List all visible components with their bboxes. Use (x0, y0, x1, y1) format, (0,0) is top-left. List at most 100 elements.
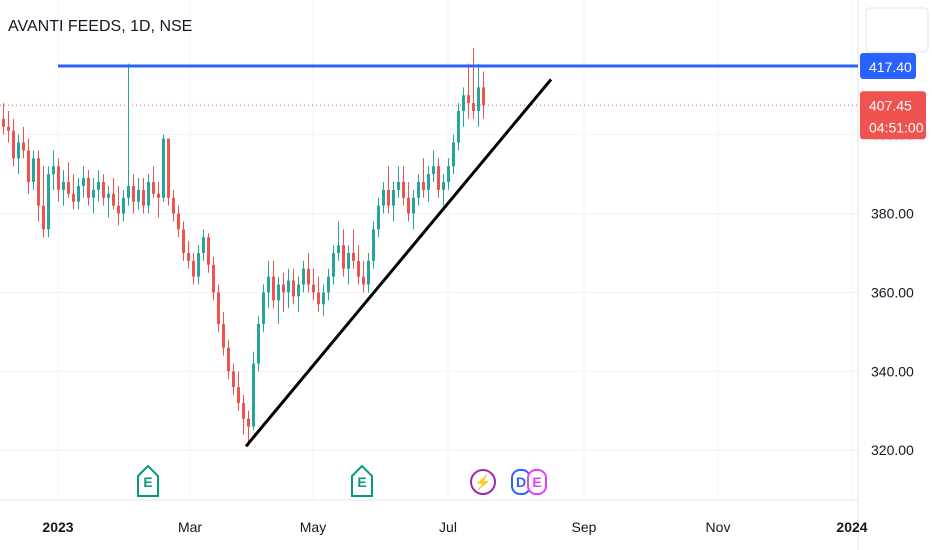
candle-body (37, 158, 40, 206)
candle-body (352, 253, 355, 261)
candle-body (222, 324, 225, 348)
hline-price-label: 417.40 (869, 59, 912, 75)
candle-body (142, 189, 145, 206)
candle-body (427, 174, 430, 190)
candle-body (432, 166, 435, 175)
candle-body (327, 276, 330, 293)
candle-body (147, 182, 150, 206)
candle-body (372, 229, 375, 261)
time-label: 2024 (836, 519, 867, 535)
earnings-icon[interactable]: E (351, 464, 373, 497)
candle-body (22, 142, 25, 151)
candle-body (377, 205, 380, 230)
price-scale: 320.00340.00360.00380.00400.00417.40407.… (860, 53, 926, 458)
candle-body (227, 347, 230, 372)
price-tick-label: 340.00 (871, 363, 914, 379)
candle-body (82, 178, 85, 186)
candle-body (207, 237, 210, 265)
candle-body (412, 197, 415, 214)
candle-body (167, 138, 170, 198)
candle-body (452, 142, 455, 167)
candle-body (387, 189, 390, 206)
time-label: May (300, 519, 326, 535)
candle-body (407, 197, 410, 214)
candle-body (92, 189, 95, 198)
earnings-icon[interactable]: E (527, 469, 547, 495)
lightning-icon[interactable]: ⚡ (470, 469, 496, 495)
candle-body (177, 213, 180, 230)
candle-body (267, 276, 270, 293)
candle-body (282, 284, 285, 293)
hline-price-badge (860, 53, 916, 80)
candle-body (97, 182, 100, 190)
candle-body (187, 253, 190, 261)
candle-body (42, 205, 45, 230)
candle-body (382, 189, 385, 206)
candle-body (347, 253, 350, 269)
candle-body (172, 197, 175, 214)
chart-grid (0, 0, 859, 550)
candle-body (212, 264, 215, 293)
candle-body (402, 182, 405, 198)
candle-body (217, 292, 220, 324)
candle-body (192, 260, 195, 277)
candle-body (482, 87, 485, 106)
time-scale: 2023 Mar May Jul Sep Nov 2024 (42, 519, 867, 535)
candle-body (332, 253, 335, 277)
candle-body (472, 103, 475, 111)
marker-label: E (357, 474, 366, 490)
candle-body (242, 402, 245, 419)
candle-body (72, 193, 75, 202)
candle-body (117, 205, 120, 214)
candle-body (62, 182, 65, 190)
candle-body (317, 292, 320, 305)
candle-body (182, 229, 185, 253)
candlestick-series (2, 47, 485, 447)
candle-body (17, 142, 20, 159)
candle-body (67, 182, 70, 194)
candle-body (342, 245, 345, 269)
last-price-badge (860, 91, 926, 140)
event-markers: E E ⚡ D E (137, 464, 547, 497)
candle-body (87, 178, 90, 198)
candle-body (237, 387, 240, 403)
candle-body (2, 118, 5, 127)
candle-body (122, 197, 125, 214)
candle-body (257, 324, 260, 364)
candle-body (322, 292, 325, 305)
candle-body (162, 138, 165, 198)
price-tick-label: 320.00 (871, 442, 914, 458)
candle-body (247, 418, 250, 427)
candle-body (292, 280, 295, 297)
trendline[interactable] (244, 78, 553, 448)
time-label: Jul (439, 519, 457, 535)
candle-body (312, 284, 315, 293)
candle-body (157, 193, 160, 198)
candle-body (57, 166, 60, 190)
candle-body (422, 182, 425, 190)
candle-body (252, 363, 255, 427)
price-tick-label: 360.00 (871, 284, 914, 300)
candle-body (337, 245, 340, 253)
candle-body (447, 166, 450, 182)
time-label: 2023 (42, 519, 73, 535)
last-price-label: 407.45 (869, 97, 912, 113)
marker-label: E (143, 474, 152, 490)
candle-body (457, 111, 460, 143)
candle-body (27, 150, 30, 182)
settings-corner-button[interactable] (865, 7, 929, 53)
candle-body (307, 268, 310, 285)
symbol-title: AVANTI FEEDS, 1D, NSE (8, 18, 193, 35)
candle-body (52, 166, 55, 175)
time-label: Sep (572, 519, 597, 535)
candle-body (397, 182, 400, 190)
candle-body (477, 87, 480, 111)
time-label: Mar (178, 519, 202, 535)
earnings-icon[interactable]: E (137, 464, 159, 497)
candle-body (47, 174, 50, 230)
marker-label: E (532, 474, 541, 490)
candle-body (437, 166, 440, 190)
marker-label: D (516, 474, 526, 490)
candle-body (417, 182, 420, 198)
